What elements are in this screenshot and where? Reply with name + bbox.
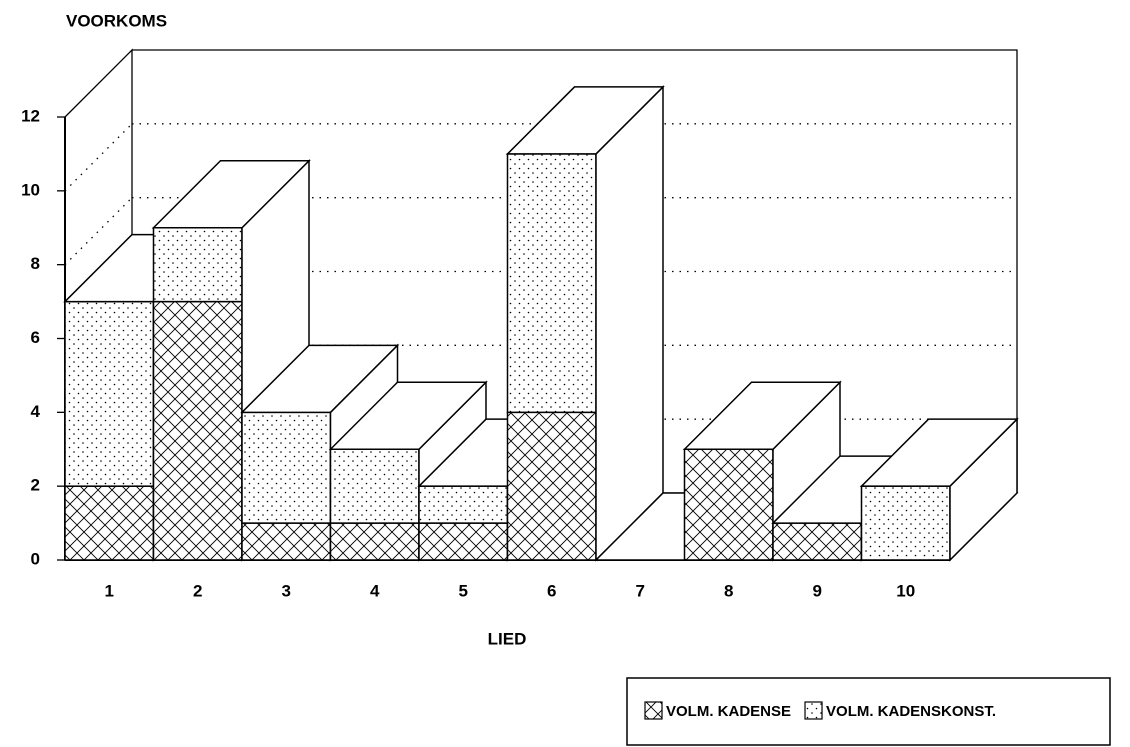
- bar-segment: [683, 448, 774, 561]
- x-tick-label: 2: [193, 581, 202, 600]
- grid-line: [64, 197, 133, 266]
- bar-top: [859, 418, 1019, 487]
- bar-segment: [64, 300, 155, 487]
- legend-label: VOLM. KADENSE: [666, 703, 791, 720]
- legend-swatch: [804, 701, 823, 720]
- y-tick-label: 0: [31, 549, 40, 568]
- bar-segment: [152, 300, 243, 561]
- x-tick-label: 6: [547, 581, 556, 600]
- x-tick-label: 1: [105, 581, 114, 600]
- bar-top: [240, 344, 400, 414]
- bar-top: [328, 381, 488, 450]
- bar-top: [151, 160, 311, 229]
- x-tick-label: 4: [370, 581, 380, 600]
- x-tick-label: 9: [813, 581, 822, 600]
- y-tick-label: 10: [21, 180, 40, 199]
- bar-side: [595, 85, 664, 562]
- bar-segment: [506, 153, 597, 414]
- y-tick-label: 4: [31, 402, 41, 421]
- bar-segment: [772, 522, 863, 561]
- bar-segment: [329, 448, 420, 524]
- bar-segment: [152, 227, 243, 303]
- y-tick-label: 12: [21, 106, 40, 125]
- y-tick-label: 2: [31, 476, 40, 495]
- x-tick-label: 10: [896, 581, 915, 600]
- y-axis-title: VOORKOMS: [66, 11, 167, 30]
- legend-swatch: [644, 701, 663, 720]
- bar-segment: [241, 522, 332, 561]
- bar-segment: [418, 522, 509, 561]
- legend-label: VOLM. KADENSKONST.: [826, 703, 996, 720]
- bar-top: [682, 381, 842, 450]
- bar-segment: [64, 485, 155, 561]
- back-wall: [132, 49, 1018, 493]
- bar-segment: [860, 485, 951, 561]
- grid-line: [64, 123, 133, 192]
- x-tick-label: 5: [459, 581, 468, 600]
- legend-box: [626, 677, 1111, 746]
- x-axis-title: LIED: [488, 629, 527, 648]
- bar-segment: [506, 411, 597, 561]
- x-tick-label: 3: [282, 581, 291, 600]
- bar-top: [505, 86, 665, 155]
- y-tick-label: 6: [31, 328, 40, 347]
- bar-segment: [329, 522, 420, 561]
- x-tick-label: 8: [724, 581, 733, 600]
- x-tick-label: 7: [636, 581, 645, 600]
- y-tick-label: 8: [31, 254, 40, 273]
- bar-segment: [418, 485, 509, 524]
- bar-segment: [241, 411, 332, 524]
